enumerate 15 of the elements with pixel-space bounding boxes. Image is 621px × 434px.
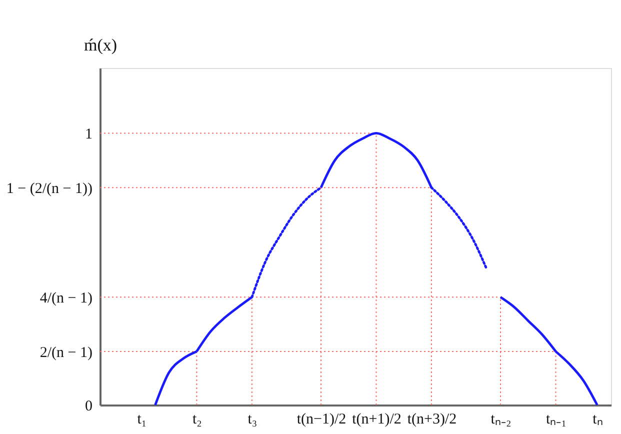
y-tick-label: 2/(n − 1): [40, 344, 92, 361]
x-tick-label: t₁: [137, 412, 147, 428]
y-axis-title: ḿ(x): [84, 36, 118, 54]
x-tick-label: tₙ: [592, 412, 603, 428]
x-tick-label: t(n−1)/2: [296, 412, 346, 428]
x-tick-label: t₃: [248, 412, 258, 428]
y-tick-label: 1 − (2/(n − 1)): [6, 181, 92, 198]
y-tick-label: 0: [85, 398, 92, 414]
y-tick-label: 1: [85, 126, 92, 143]
x-tick-label: tₙ₋₁: [546, 412, 566, 428]
x-tick-label: tₙ₋₂: [490, 412, 512, 428]
x-tick-label: t(n+3)/2: [407, 412, 457, 428]
x-tick-label: t₂: [192, 412, 202, 428]
x-tick-label: t(n+1)/2: [352, 412, 402, 428]
y-tick-label: 4/(n − 1): [40, 290, 92, 307]
